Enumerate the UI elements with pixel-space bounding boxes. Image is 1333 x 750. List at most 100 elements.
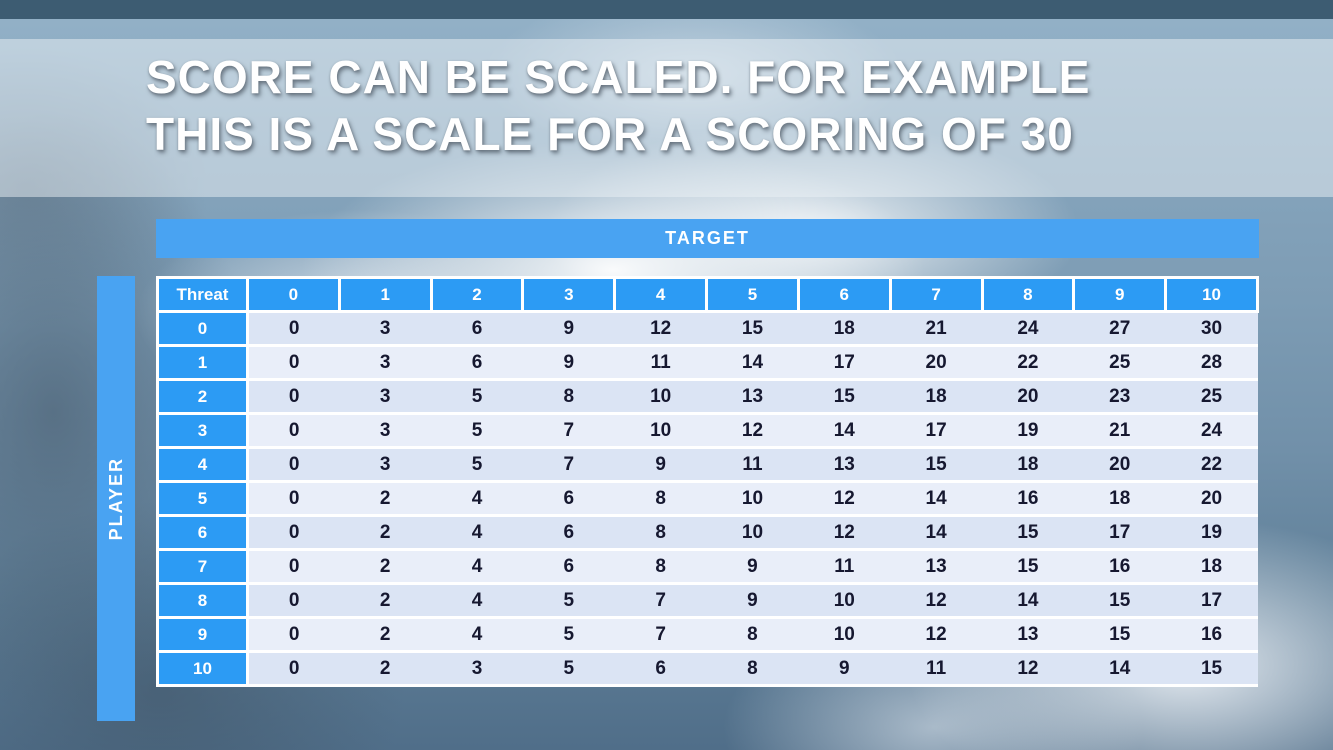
score-cell: 7	[522, 412, 615, 449]
column-header-4: 4	[613, 276, 709, 313]
score-cell: 6	[522, 480, 615, 517]
column-header-9: 9	[1072, 276, 1168, 313]
score-cell: 2	[339, 514, 432, 551]
score-cell: 21	[890, 310, 982, 347]
score-cell: 5	[522, 582, 615, 619]
player-label: PLAYER	[105, 456, 126, 541]
table-row-1: 1 0 3 6 9 11 14 17 20 22 25 28	[156, 344, 1258, 381]
score-table: Threat 0 1 2 3 4 5 6 7 8 9 10 0 0 3 6 9 12 15 18 21 24 27 30 1 0…	[156, 276, 1259, 687]
score-cell: 20	[1165, 480, 1258, 517]
score-cell: 17	[1165, 582, 1258, 619]
score-cell: 15	[706, 310, 799, 347]
score-cell: 12	[890, 582, 982, 619]
score-cell: 15	[1073, 582, 1166, 619]
title-line-2: THIS IS A SCALE FOR A SCORING OF 30	[146, 108, 1074, 160]
score-cell: 10	[798, 616, 891, 653]
score-cell: 0	[247, 514, 340, 551]
target-axis-header: TARGET	[156, 219, 1259, 258]
top-accent-bar	[0, 0, 1333, 19]
score-cell: 6	[614, 650, 707, 687]
score-cell: 13	[706, 378, 799, 415]
score-cell: 8	[614, 480, 707, 517]
score-cell: 14	[1073, 650, 1166, 687]
score-cell: 12	[798, 480, 891, 517]
score-cell: 11	[614, 344, 707, 381]
score-cell: 10	[798, 582, 891, 619]
table-row-5: 5 0 2 4 6 8 10 12 14 16 18 20	[156, 480, 1258, 517]
title-banner: SCORE CAN BE SCALED. FOR EXAMPLE THIS IS…	[0, 39, 1333, 197]
column-header-0: 0	[246, 276, 341, 313]
table-row-4: 4 0 3 5 7 9 11 13 15 18 20 22	[156, 446, 1258, 483]
score-cell: 20	[890, 344, 982, 381]
score-cell: 24	[1165, 412, 1258, 449]
column-header-3: 3	[521, 276, 617, 313]
table-row-3: 3 0 3 5 7 10 12 14 17 19 21 24	[156, 412, 1258, 449]
row-header-9: 9	[156, 616, 249, 653]
score-cell: 4	[431, 548, 523, 585]
score-cell: 0	[247, 548, 340, 585]
score-cell: 19	[982, 412, 1074, 449]
column-header-2: 2	[429, 276, 525, 313]
score-cell: 4	[431, 616, 523, 653]
score-cell: 0	[247, 446, 340, 483]
score-cell: 13	[890, 548, 982, 585]
score-cell: 0	[247, 378, 340, 415]
table-row-2: 2 0 3 5 8 10 13 15 18 20 23 25	[156, 378, 1258, 415]
score-cell: 12	[890, 616, 982, 653]
score-cell: 9	[614, 446, 707, 483]
score-cell: 3	[339, 310, 432, 347]
title-line-1: SCORE CAN BE SCALED. FOR EXAMPLE	[146, 51, 1091, 103]
score-cell: 5	[431, 446, 523, 483]
column-header-1: 1	[337, 276, 433, 313]
score-cell: 6	[522, 514, 615, 551]
score-cell: 10	[706, 480, 799, 517]
row-header-5: 5	[156, 480, 249, 517]
score-cell: 22	[1165, 446, 1258, 483]
row-header-8: 8	[156, 582, 249, 619]
score-cell: 9	[706, 582, 799, 619]
score-cell: 3	[339, 446, 432, 483]
column-header-7: 7	[888, 276, 984, 313]
score-cell: 17	[1073, 514, 1166, 551]
score-cell: 10	[614, 412, 707, 449]
score-cell: 8	[706, 616, 799, 653]
score-cell: 5	[431, 412, 523, 449]
score-cell: 8	[614, 548, 707, 585]
score-cell: 5	[522, 650, 615, 687]
score-cell: 8	[522, 378, 615, 415]
score-cell: 2	[339, 650, 432, 687]
score-cell: 0	[247, 616, 340, 653]
score-cell: 14	[890, 514, 982, 551]
score-cell: 5	[522, 616, 615, 653]
score-cell: 9	[522, 344, 615, 381]
score-cell: 10	[706, 514, 799, 551]
score-cell: 2	[339, 582, 432, 619]
table-row-8: 8 0 2 4 5 7 9 10 12 14 15 17	[156, 582, 1258, 619]
score-cell: 6	[522, 548, 615, 585]
score-cell: 3	[339, 412, 432, 449]
table-row-6: 6 0 2 4 6 8 10 12 14 15 17 19	[156, 514, 1258, 551]
score-cell: 3	[339, 344, 432, 381]
column-header-10: 10	[1164, 276, 1259, 313]
score-cell: 2	[339, 616, 432, 653]
score-cell: 17	[798, 344, 891, 381]
score-cell: 14	[706, 344, 799, 381]
score-cell: 14	[890, 480, 982, 517]
slide-title: SCORE CAN BE SCALED. FOR EXAMPLE THIS IS…	[146, 49, 1090, 163]
score-cell: 3	[431, 650, 523, 687]
score-cell: 28	[1165, 344, 1258, 381]
score-cell: 23	[1073, 378, 1166, 415]
score-cell: 12	[982, 650, 1074, 687]
score-cell: 14	[982, 582, 1074, 619]
score-cell: 0	[247, 310, 340, 347]
score-cell: 27	[1073, 310, 1166, 347]
score-cell: 4	[431, 514, 523, 551]
score-cell: 13	[982, 616, 1074, 653]
score-cell: 22	[982, 344, 1074, 381]
score-cell: 21	[1073, 412, 1166, 449]
row-header-4: 4	[156, 446, 249, 483]
player-axis-header: PLAYER	[97, 276, 135, 721]
score-cell: 0	[247, 412, 340, 449]
target-label: TARGET	[665, 228, 750, 248]
score-cell: 5	[431, 378, 523, 415]
